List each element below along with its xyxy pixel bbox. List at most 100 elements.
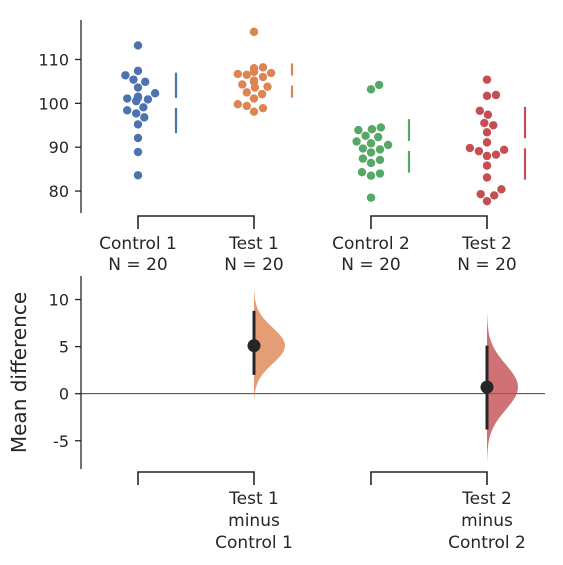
swarm-point (490, 191, 499, 200)
swarm-point (482, 75, 492, 84)
swarm-point (482, 161, 492, 170)
swarm-point (366, 193, 376, 202)
swarm-point (249, 64, 259, 73)
swarm-point (123, 106, 132, 115)
swarm-point (133, 66, 143, 76)
swarm-point (143, 95, 153, 104)
swarm-point (133, 133, 143, 143)
swarm-point (140, 113, 149, 122)
swarm-point (354, 125, 363, 135)
group-count-label: N = 20 (457, 255, 516, 275)
swarm-point (233, 69, 242, 79)
swarm-point (491, 150, 501, 159)
swarm-point (383, 140, 393, 150)
comparison-bracket (137, 471, 255, 485)
swarm-point (233, 100, 242, 109)
swarm-point (133, 120, 143, 129)
effect-size-point (247, 339, 261, 353)
swarm-point (257, 89, 267, 99)
swarm-point (366, 139, 376, 148)
swarm-point (242, 101, 251, 111)
swarm-point (475, 106, 484, 115)
swarm-point (375, 155, 385, 165)
swarm-point (358, 154, 368, 163)
swarm-point (376, 123, 386, 132)
swarm-point (249, 107, 259, 116)
swarm-point (491, 90, 501, 100)
group-label: Test 1 (228, 234, 279, 254)
swarm-point (133, 92, 143, 101)
top-y-tick-label: 110 (38, 50, 69, 69)
pair-bracket (370, 215, 488, 229)
comparison-bracket (370, 471, 488, 485)
comparison-label-line: minus (461, 511, 513, 531)
swarm-point (483, 110, 493, 119)
swarm-point (132, 109, 141, 118)
swarm-point (374, 80, 384, 90)
swarm-point (266, 68, 276, 78)
swarm-point (242, 88, 251, 97)
swarm-point (249, 76, 259, 85)
group-label: Test 2 (461, 234, 512, 254)
top-y-tick-label: 90 (49, 138, 69, 157)
swarm-point (366, 171, 376, 180)
swarm-point (497, 185, 506, 194)
swarm-point (133, 171, 143, 180)
swarm-point (480, 118, 489, 128)
group-count-label: N = 20 (108, 255, 167, 275)
bottom-y-tick-label: 10 (49, 291, 69, 310)
top-y-tick-label: 80 (49, 182, 69, 201)
swarm-point (367, 125, 377, 134)
swarm-point (139, 103, 148, 112)
swarm-point (482, 128, 492, 137)
comparison-label-line: Test 2 (461, 489, 512, 509)
top-y-tick-label: 100 (38, 94, 69, 113)
y-axis-label: Mean difference (7, 292, 31, 453)
swarm-point (375, 145, 385, 154)
swarm-point (474, 146, 484, 156)
swarm-point (358, 144, 368, 153)
swarm-point (482, 196, 492, 206)
swarm-point (499, 145, 509, 155)
group-label: Control 1 (99, 234, 177, 254)
swarm-point (476, 189, 485, 199)
comparison-label-line: Control 2 (448, 533, 526, 553)
swarm-point (366, 148, 376, 157)
swarm-point (249, 94, 259, 103)
swarm-point (489, 121, 498, 130)
swarm-point (242, 70, 251, 80)
swarm-point (258, 63, 268, 72)
bootstrap-distribution (254, 290, 285, 399)
comparison-label-line: Control 1 (215, 533, 293, 553)
comparison-label-line: minus (228, 511, 280, 531)
pair-bracket (137, 215, 255, 229)
swarm-point (375, 169, 385, 178)
swarm-point (465, 143, 475, 153)
swarm-point (482, 91, 492, 101)
swarm-point (141, 77, 150, 87)
swarm-point (133, 147, 143, 157)
swarm-point (357, 168, 367, 177)
swarm-point (129, 75, 138, 84)
swarm-point (133, 41, 143, 50)
group-count-label: N = 20 (224, 255, 283, 275)
swarm-point (366, 85, 376, 94)
swarm-point (258, 72, 268, 82)
swarm-point (258, 103, 268, 113)
group-label: Control 2 (332, 234, 410, 254)
swarm-point (361, 131, 370, 140)
effect-size-point (480, 380, 494, 394)
swarm-point (249, 27, 259, 37)
comparison-label-line: Test 1 (228, 489, 279, 509)
bottom-y-tick-label: 0 (59, 385, 69, 404)
bootstrap-distribution (487, 313, 518, 462)
swarm-point (352, 137, 361, 146)
swarm-point (123, 94, 132, 103)
swarm-point (238, 80, 247, 89)
swarm-point (150, 89, 160, 98)
swarm-point (263, 82, 272, 91)
swarm-point (482, 173, 492, 182)
swarm-point (482, 151, 492, 161)
